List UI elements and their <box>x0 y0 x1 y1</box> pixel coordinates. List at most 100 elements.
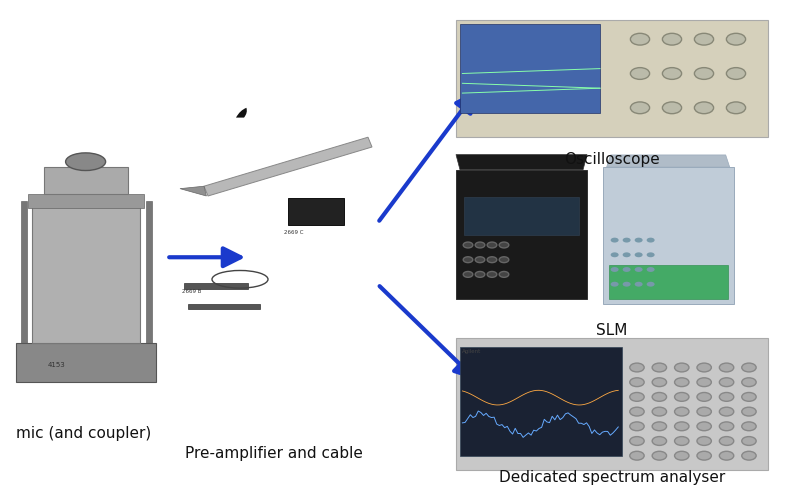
Bar <box>456 170 587 299</box>
Bar <box>456 338 768 470</box>
Text: 2669 B: 2669 B <box>182 289 202 294</box>
Ellipse shape <box>652 451 666 460</box>
Ellipse shape <box>697 407 711 416</box>
Ellipse shape <box>674 451 689 460</box>
Text: mic (and coupler): mic (and coupler) <box>16 426 152 441</box>
Bar <box>456 20 768 137</box>
Ellipse shape <box>487 257 497 263</box>
Bar <box>184 283 248 289</box>
Ellipse shape <box>742 392 756 401</box>
Ellipse shape <box>630 437 644 445</box>
Polygon shape <box>180 186 206 196</box>
Ellipse shape <box>697 422 711 431</box>
Ellipse shape <box>719 407 734 416</box>
Ellipse shape <box>742 437 756 445</box>
Polygon shape <box>204 137 372 196</box>
Ellipse shape <box>697 451 711 460</box>
Bar <box>288 198 344 225</box>
Bar <box>602 167 734 304</box>
Ellipse shape <box>634 282 642 287</box>
Ellipse shape <box>66 153 106 171</box>
Polygon shape <box>456 155 587 170</box>
Text: Agilent: Agilent <box>462 349 482 354</box>
Ellipse shape <box>697 437 711 445</box>
Ellipse shape <box>630 68 650 79</box>
Ellipse shape <box>674 437 689 445</box>
Ellipse shape <box>742 451 756 460</box>
Ellipse shape <box>630 378 644 387</box>
Bar <box>32 206 140 343</box>
Ellipse shape <box>487 242 497 248</box>
Ellipse shape <box>652 437 666 445</box>
Text: 2669 C: 2669 C <box>284 230 303 235</box>
Ellipse shape <box>646 238 654 243</box>
Ellipse shape <box>634 238 642 243</box>
Bar <box>28 194 144 208</box>
Bar <box>188 304 260 309</box>
Ellipse shape <box>487 271 497 277</box>
Ellipse shape <box>719 451 734 460</box>
Ellipse shape <box>630 33 650 45</box>
Ellipse shape <box>742 363 756 372</box>
Ellipse shape <box>697 363 711 372</box>
Text: Oscilloscope: Oscilloscope <box>564 151 660 167</box>
Ellipse shape <box>630 363 644 372</box>
Ellipse shape <box>662 68 682 79</box>
Bar <box>44 167 128 194</box>
Ellipse shape <box>610 282 618 287</box>
Ellipse shape <box>719 378 734 387</box>
Ellipse shape <box>719 437 734 445</box>
Ellipse shape <box>652 363 666 372</box>
Ellipse shape <box>742 422 756 431</box>
Ellipse shape <box>662 33 682 45</box>
Text: Dedicated spectrum analyser: Dedicated spectrum analyser <box>499 470 725 485</box>
Bar <box>21 201 27 382</box>
Ellipse shape <box>499 271 509 277</box>
Ellipse shape <box>652 422 666 431</box>
Ellipse shape <box>630 422 644 431</box>
Ellipse shape <box>463 257 473 263</box>
Polygon shape <box>606 155 730 167</box>
Bar <box>464 197 579 235</box>
Ellipse shape <box>694 33 714 45</box>
Ellipse shape <box>630 102 650 114</box>
Ellipse shape <box>652 378 666 387</box>
Ellipse shape <box>622 252 630 257</box>
Ellipse shape <box>674 422 689 431</box>
Ellipse shape <box>719 392 734 401</box>
Ellipse shape <box>499 257 509 263</box>
Ellipse shape <box>634 267 642 272</box>
Ellipse shape <box>475 271 485 277</box>
Ellipse shape <box>630 451 644 460</box>
Ellipse shape <box>646 252 654 257</box>
Text: Pre-amplifier and cable: Pre-amplifier and cable <box>185 445 362 461</box>
Ellipse shape <box>652 407 666 416</box>
Ellipse shape <box>646 267 654 272</box>
Ellipse shape <box>726 33 746 45</box>
Bar <box>460 347 622 456</box>
Ellipse shape <box>646 282 654 287</box>
Ellipse shape <box>499 242 509 248</box>
Ellipse shape <box>630 392 644 401</box>
Ellipse shape <box>463 242 473 248</box>
Text: 4153: 4153 <box>48 362 66 368</box>
Ellipse shape <box>719 363 734 372</box>
Ellipse shape <box>742 378 756 387</box>
Ellipse shape <box>630 407 644 416</box>
Ellipse shape <box>674 392 689 401</box>
Ellipse shape <box>634 252 642 257</box>
Ellipse shape <box>674 363 689 372</box>
Ellipse shape <box>697 378 711 387</box>
Ellipse shape <box>697 392 711 401</box>
PathPatch shape <box>236 108 247 118</box>
Ellipse shape <box>610 238 618 243</box>
Ellipse shape <box>694 68 714 79</box>
Ellipse shape <box>662 102 682 114</box>
Ellipse shape <box>726 102 746 114</box>
Ellipse shape <box>674 378 689 387</box>
Ellipse shape <box>652 392 666 401</box>
Ellipse shape <box>674 407 689 416</box>
Ellipse shape <box>622 238 630 243</box>
Ellipse shape <box>742 407 756 416</box>
Ellipse shape <box>726 68 746 79</box>
